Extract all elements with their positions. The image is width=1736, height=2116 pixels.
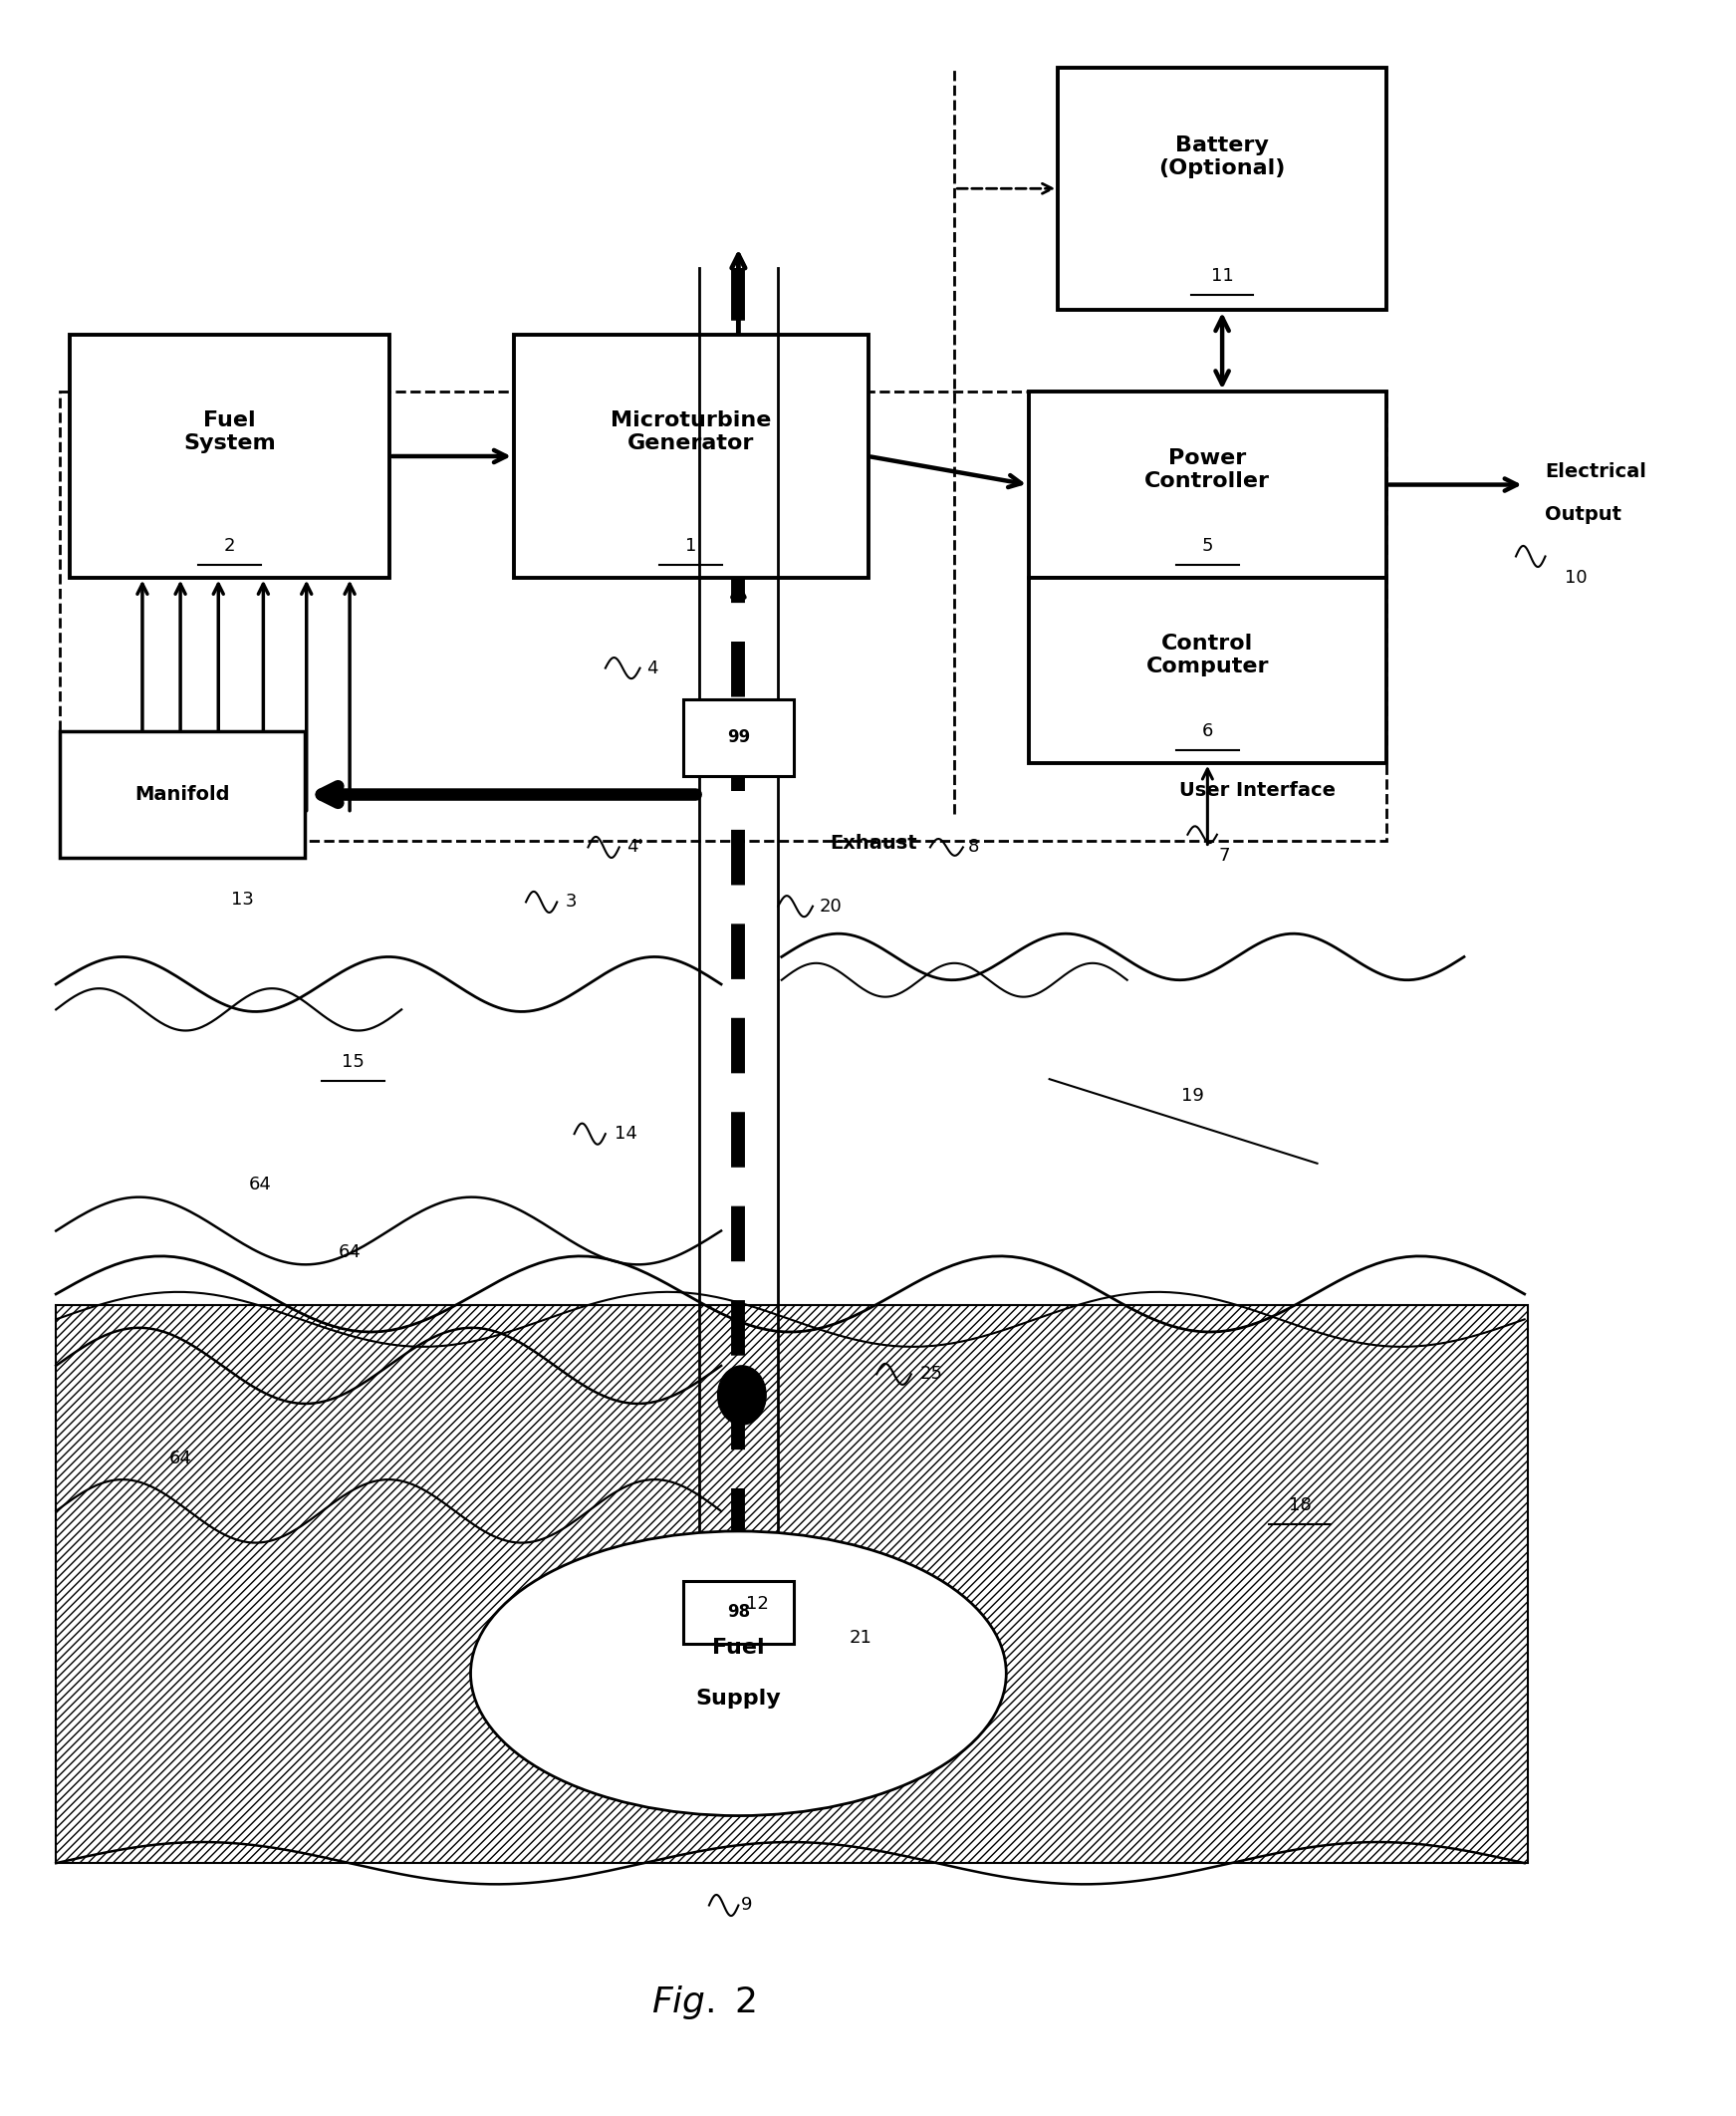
Bar (514, 334, 868, 578)
Text: 1: 1 (686, 537, 696, 554)
Text: 10: 10 (1566, 569, 1588, 586)
Text: 21: 21 (849, 1629, 873, 1646)
Text: Power
Controller: Power Controller (1144, 449, 1271, 491)
Text: 9: 9 (741, 1896, 753, 1915)
Text: 18: 18 (1288, 1496, 1311, 1513)
Bar (1057, 68, 1387, 309)
Text: 5: 5 (1201, 537, 1213, 554)
Circle shape (717, 1365, 766, 1424)
Text: 19: 19 (1182, 1088, 1205, 1105)
Bar (56, 1306, 1528, 1864)
Text: Control
Computer: Control Computer (1146, 635, 1269, 677)
Text: Supply: Supply (696, 1689, 781, 1710)
Text: Fuel: Fuel (712, 1638, 764, 1659)
Text: 3: 3 (566, 893, 576, 912)
Text: User Interface: User Interface (1179, 781, 1335, 800)
Text: 25: 25 (920, 1365, 943, 1384)
Text: 12: 12 (746, 1595, 769, 1612)
Text: 2: 2 (224, 537, 236, 554)
Text: $\mathit{Fig.\ 2}$: $\mathit{Fig.\ 2}$ (651, 1983, 757, 2021)
Text: 4: 4 (648, 658, 658, 677)
Text: 64: 64 (168, 1449, 191, 1466)
Text: 11: 11 (1210, 267, 1234, 286)
Text: 6: 6 (1201, 722, 1213, 741)
Text: 7: 7 (1219, 846, 1229, 865)
Ellipse shape (470, 1532, 1007, 1816)
Text: 8: 8 (969, 838, 979, 857)
Text: 20: 20 (819, 897, 842, 916)
Text: Exhaust: Exhaust (830, 834, 917, 853)
Bar (684, 700, 793, 777)
Text: 99: 99 (727, 728, 750, 747)
Text: 98: 98 (727, 1604, 750, 1621)
Text: Output: Output (1545, 506, 1621, 523)
Bar (69, 334, 389, 578)
Text: Battery
(Optional): Battery (Optional) (1158, 135, 1286, 178)
Text: 4': 4' (627, 838, 642, 857)
Text: Manifold: Manifold (135, 785, 229, 804)
Text: 14: 14 (615, 1126, 637, 1143)
Text: Microturbine
Generator: Microturbine Generator (611, 411, 771, 453)
Bar (1029, 578, 1387, 764)
Bar (1029, 391, 1387, 578)
Text: Fuel
System: Fuel System (184, 411, 276, 453)
Text: 64: 64 (339, 1242, 361, 1261)
Text: 64: 64 (248, 1176, 271, 1193)
Bar (684, 1581, 793, 1644)
Bar (59, 732, 306, 857)
Bar (59, 391, 1387, 840)
Text: 15: 15 (342, 1054, 365, 1071)
Text: Electrical: Electrical (1545, 463, 1647, 482)
Text: 13: 13 (231, 891, 253, 910)
